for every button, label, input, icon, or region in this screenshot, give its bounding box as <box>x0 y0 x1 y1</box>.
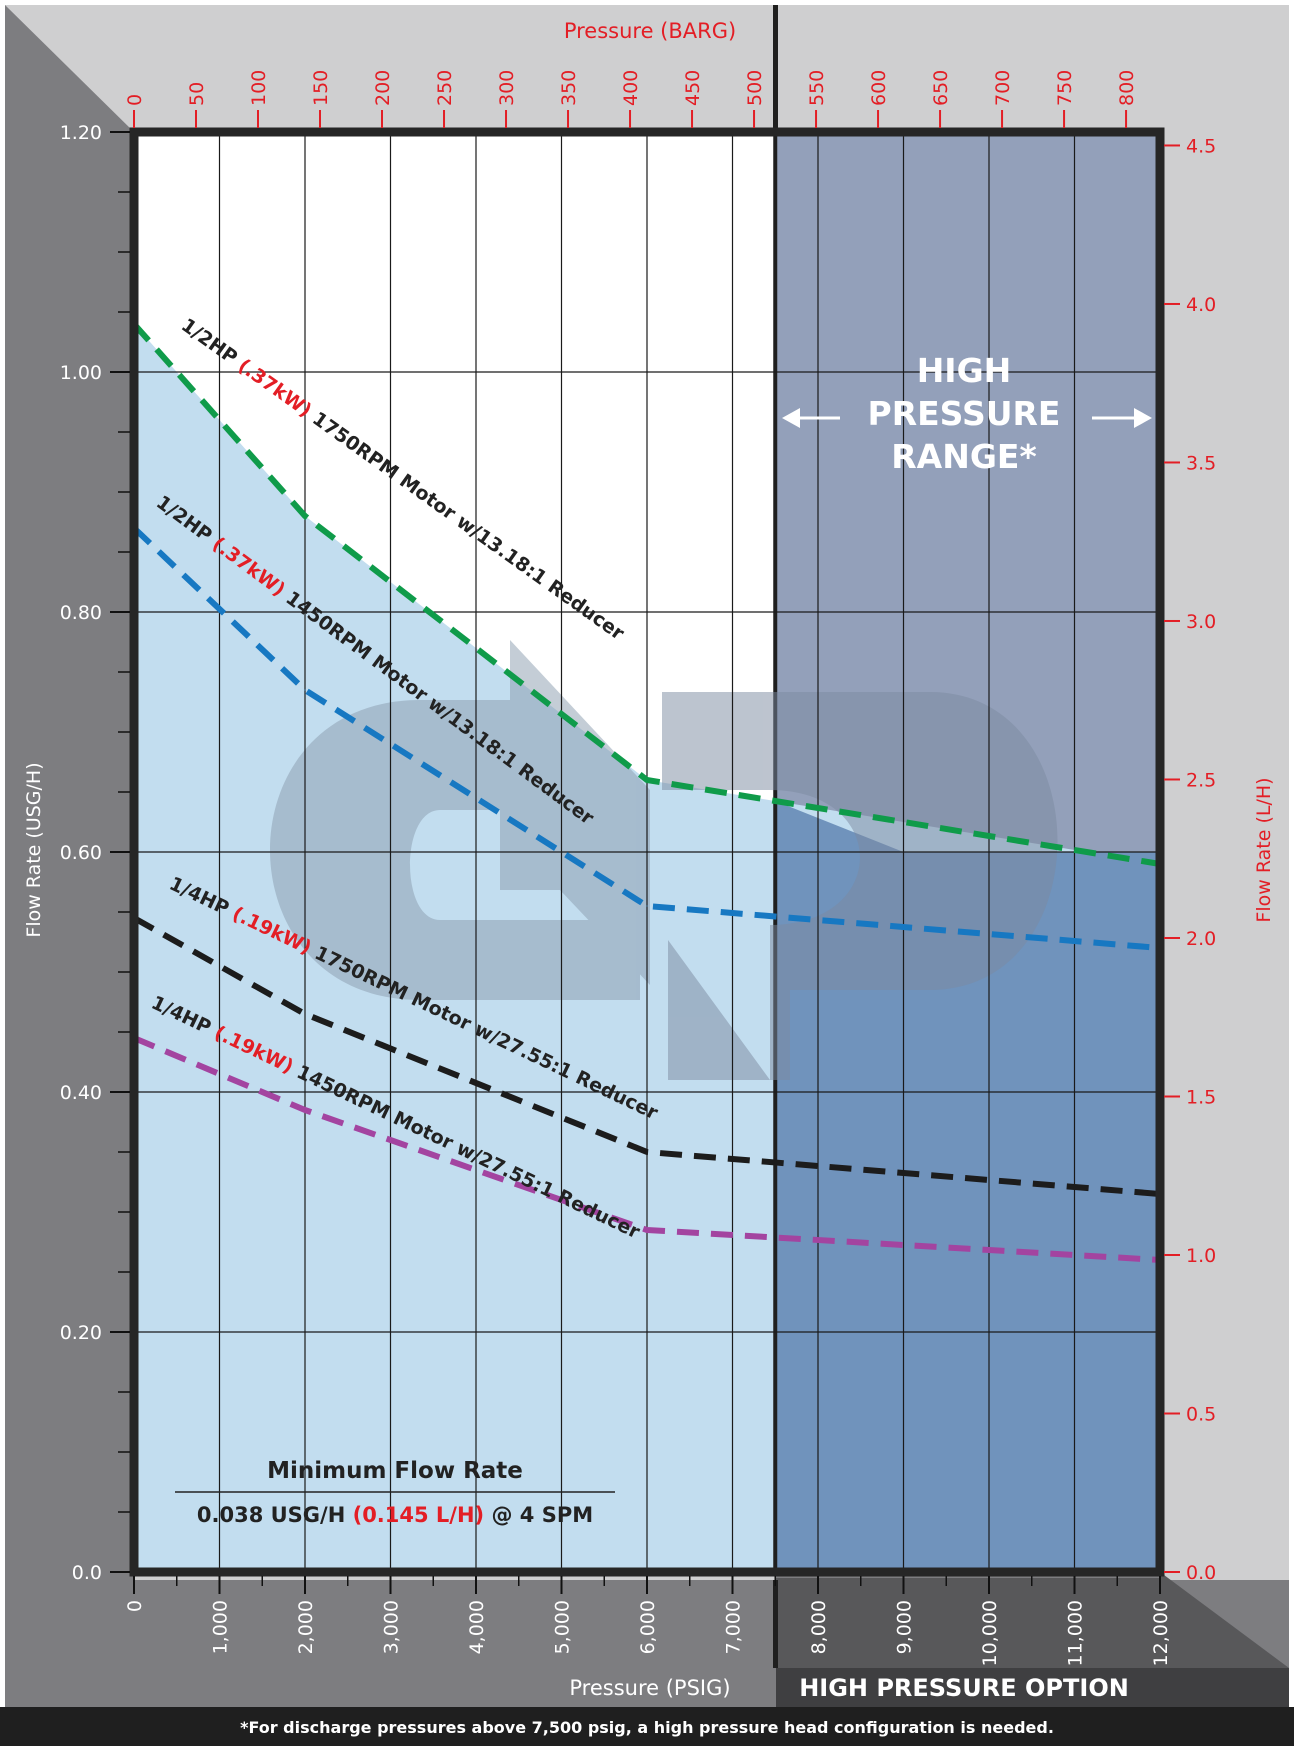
min-flow-spm: @ 4 SPM <box>491 1503 593 1527</box>
x-axis-bottom: 0 1,000 2,000 3,000 4,000 5,000 6,000 7,000 8,00… <box>124 1576 1172 1666</box>
series-2-point <box>646 905 648 907</box>
y-axis-right: 0.0 0.5 1.0 1.5 2.0 2.5 3.0 3.5 4.0 4.5 <box>1164 135 1216 1584</box>
y-right-tick-label: 3.0 <box>1186 611 1216 633</box>
min-flow-title: Minimum Flow Rate <box>267 1458 523 1484</box>
x-bottom-tick-label: 0 <box>124 1600 146 1612</box>
x-top-tick-label: 300 <box>496 70 518 106</box>
x-axis-top: 0 50 100 150 200 250 300 350 400 450 500 550 600 650 7… <box>124 70 1138 128</box>
series-4-point <box>646 1229 648 1231</box>
high-pressure-range-line2: PRESSURE <box>868 394 1061 433</box>
y-right-tick-label: 1.5 <box>1186 1086 1216 1108</box>
high-pressure-bottom-panel <box>776 1572 1289 1668</box>
x-top-tick-label: 550 <box>806 70 828 106</box>
x-bottom-tick-label: 8,000 <box>808 1600 830 1654</box>
x-top-tick-label: 200 <box>372 70 394 106</box>
y-left-tick-label: 1.20 <box>60 122 102 144</box>
series-line-3 <box>132 915 1161 1197</box>
high-pressure-range-line1: HIGH <box>917 351 1012 390</box>
bottom-axis-title-bar <box>5 1668 776 1707</box>
y-right-tick-label: 4.0 <box>1186 294 1216 316</box>
minimum-flow-annotation: Minimum Flow Rate 0.038 USG/H (0.145 L/H… <box>175 1458 615 1527</box>
x-top-tick-label: 350 <box>558 70 580 106</box>
series-2-point <box>304 689 306 691</box>
x-axis-bottom-title: Pressure (PSIG) <box>569 1676 730 1700</box>
x-top-tick-label: 100 <box>248 70 270 106</box>
x-bottom-tick-label: 5,000 <box>552 1600 574 1654</box>
plot-frame <box>129 127 1165 1577</box>
y-left-tick-label: 0.40 <box>60 1082 102 1104</box>
x-top-tick-label: 500 <box>744 70 766 106</box>
min-flow-usg: 0.038 USG/H <box>197 1503 345 1527</box>
y-right-tick-label: 3.5 <box>1186 452 1216 474</box>
x-top-tick-label: 750 <box>1054 70 1076 106</box>
x-top-tick-label: 800 <box>1116 70 1138 106</box>
y-left-tick-label: 0.0 <box>72 1562 102 1584</box>
arrow-right-icon <box>1092 408 1152 428</box>
x-top-tick-label: 150 <box>310 70 332 106</box>
x-bottom-tick-label: 7,000 <box>723 1600 745 1654</box>
series-3-point <box>304 1013 306 1015</box>
y-left-tick-label: 0.20 <box>60 1322 102 1344</box>
y-right-tick-label: 0.0 <box>1186 1562 1216 1584</box>
y-right-tick-label: 4.5 <box>1186 135 1216 157</box>
x-bottom-tick-label: 12,000 <box>1150 1600 1172 1666</box>
x-top-tick-label: 450 <box>682 70 704 106</box>
x-bottom-tick-label: 11,000 <box>1065 1600 1087 1666</box>
high-pressure-range-line3: RANGE* <box>891 437 1036 476</box>
x-top-tick-label: 600 <box>868 70 890 106</box>
high-pressure-option-bar <box>776 1668 1289 1707</box>
series-line-2 <box>131 525 1161 951</box>
x-bottom-tick-label: 9,000 <box>894 1600 916 1654</box>
min-flow-value: 0.038 USG/H (0.145 L/H) @ 4 SPM <box>197 1503 593 1527</box>
y-right-tick-label: 2.0 <box>1186 928 1216 950</box>
high-pressure-range-annotation: HIGH PRESSURE RANGE* <box>782 351 1152 476</box>
y-right-tick-label: 1.0 <box>1186 1245 1216 1267</box>
x-bottom-tick-label: 10,000 <box>979 1600 1001 1666</box>
x-top-tick-label: 650 <box>930 70 952 106</box>
y-axis-left-title: Flow Rate (USG/H) <box>23 762 45 937</box>
x-top-tick-label: 700 <box>992 70 1014 106</box>
arrow-left-icon <box>782 408 840 428</box>
x-bottom-tick-label: 3,000 <box>381 1600 403 1654</box>
series-3-point <box>646 1151 648 1153</box>
y-right-tick-label: 2.5 <box>1186 769 1216 791</box>
grid-lines <box>134 132 1160 1572</box>
series-1-point <box>646 779 648 781</box>
y-left-tick-label: 1.00 <box>60 362 102 384</box>
footnote: *For discharge pressures above 7,500 psi… <box>240 1718 1054 1737</box>
x-bottom-tick-label: 2,000 <box>295 1600 317 1654</box>
threshold-line-top <box>773 5 778 132</box>
y-axis-right-title: Flow Rate (L/H) <box>1253 777 1275 922</box>
y-right-tick-label: 0.5 <box>1186 1403 1216 1425</box>
x-bottom-tick-label: 1,000 <box>210 1600 232 1654</box>
y-axis-left: 0.0 0.20 0.40 0.60 0.80 1.00 1.20 <box>60 122 130 1584</box>
series-1-point <box>304 515 306 517</box>
x-top-tick-label: 250 <box>434 70 456 106</box>
high-pressure-operating-fill <box>775 801 1160 1572</box>
x-top-tick-label: 400 <box>620 70 642 106</box>
x-bottom-tick-label: 4,000 <box>466 1600 488 1654</box>
min-flow-lh: (0.145 L/H) <box>353 1503 485 1527</box>
series-4-point <box>304 1109 306 1111</box>
corner-triangle-left <box>5 5 134 1580</box>
x-top-tick-label: 50 <box>186 82 208 106</box>
y-left-tick-label: 0.60 <box>60 842 102 864</box>
x-bottom-tick-label: 6,000 <box>637 1600 659 1654</box>
high-pressure-option-label: HIGH PRESSURE OPTION <box>799 1674 1129 1702</box>
footnote-bar <box>0 1707 1294 1746</box>
x-top-tick-label: 0 <box>124 94 146 106</box>
threshold-line-bottom <box>773 1580 778 1668</box>
y-left-tick-label: 0.80 <box>60 602 102 624</box>
x-axis-top-title: Pressure (BARG) <box>564 19 736 43</box>
